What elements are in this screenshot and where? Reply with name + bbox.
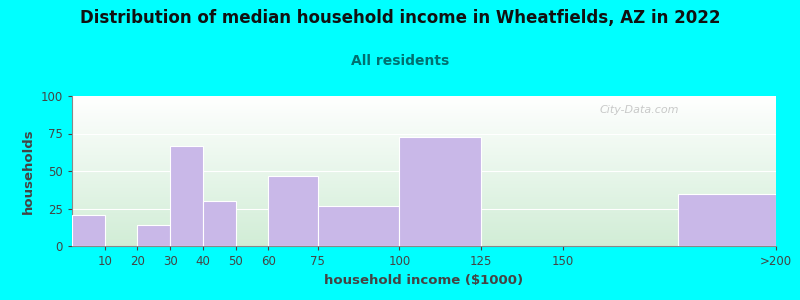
Bar <box>170 146 203 246</box>
Bar <box>399 136 482 246</box>
X-axis label: household income ($1000): household income ($1000) <box>325 274 523 286</box>
Bar <box>203 201 236 246</box>
Y-axis label: households: households <box>22 128 35 214</box>
Text: City-Data.com: City-Data.com <box>600 105 679 115</box>
Bar <box>72 214 105 246</box>
Text: Distribution of median household income in Wheatfields, AZ in 2022: Distribution of median household income … <box>80 9 720 27</box>
Bar <box>138 225 170 246</box>
Text: All residents: All residents <box>351 54 449 68</box>
Bar <box>678 194 776 246</box>
Bar <box>269 176 318 246</box>
Bar <box>318 206 399 246</box>
